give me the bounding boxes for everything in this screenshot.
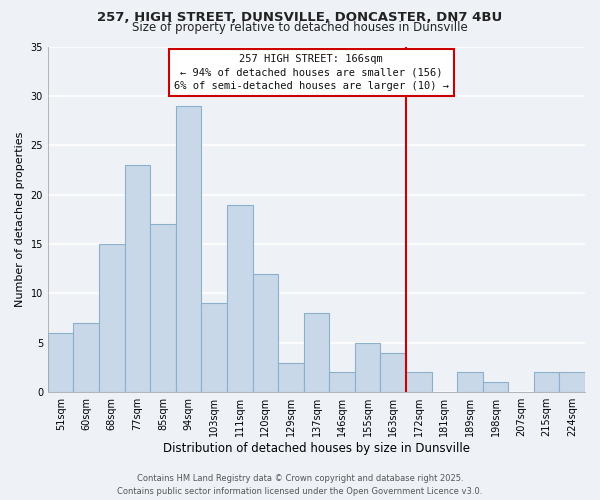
Bar	[482, 382, 508, 392]
Bar	[99, 244, 125, 392]
Text: 257 HIGH STREET: 166sqm
← 94% of detached houses are smaller (156)
6% of semi-de: 257 HIGH STREET: 166sqm ← 94% of detache…	[174, 54, 449, 91]
Text: Size of property relative to detached houses in Dunsville: Size of property relative to detached ho…	[132, 22, 468, 35]
Bar	[227, 204, 253, 392]
Text: 257, HIGH STREET, DUNSVILLE, DONCASTER, DN7 4BU: 257, HIGH STREET, DUNSVILLE, DONCASTER, …	[97, 11, 503, 24]
Bar	[355, 343, 380, 392]
Text: Contains HM Land Registry data © Crown copyright and database right 2025.
Contai: Contains HM Land Registry data © Crown c…	[118, 474, 482, 496]
Bar	[457, 372, 482, 392]
Bar	[48, 333, 73, 392]
Bar	[150, 224, 176, 392]
Bar	[125, 165, 150, 392]
Bar	[406, 372, 431, 392]
Bar	[253, 274, 278, 392]
Bar	[380, 352, 406, 392]
Bar	[559, 372, 585, 392]
Bar	[202, 304, 227, 392]
Y-axis label: Number of detached properties: Number of detached properties	[15, 132, 25, 307]
Bar	[278, 362, 304, 392]
Bar	[176, 106, 202, 392]
Bar	[329, 372, 355, 392]
Bar	[304, 313, 329, 392]
Bar	[534, 372, 559, 392]
X-axis label: Distribution of detached houses by size in Dunsville: Distribution of detached houses by size …	[163, 442, 470, 455]
Bar	[73, 323, 99, 392]
